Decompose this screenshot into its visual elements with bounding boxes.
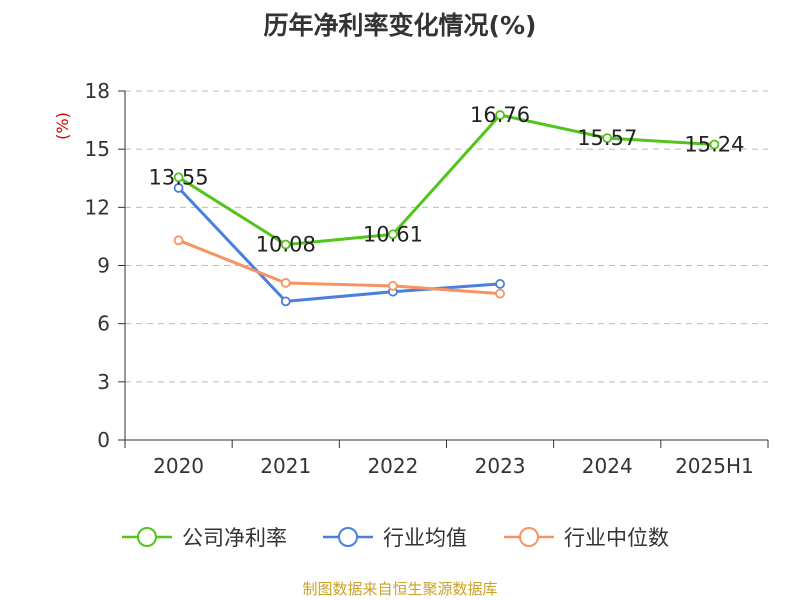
y-tick-label: 0 <box>97 428 110 452</box>
series-2-point <box>388 280 398 291</box>
series-0-point <box>602 133 613 144</box>
series-0-point <box>280 239 291 250</box>
series-line-1 <box>177 186 501 303</box>
x-tick-label: 2020 <box>153 454 204 478</box>
legend: 公司净利率 行业均值 行业中位数 <box>122 526 669 550</box>
y-tick-label: 9 <box>97 254 110 278</box>
data-label: 15.24 <box>684 133 744 157</box>
series-0-point <box>495 110 505 120</box>
series-1-point <box>173 183 184 193</box>
series-2-point <box>173 235 184 246</box>
y-tick-label: 3 <box>97 370 110 394</box>
x-tick-label: 2021 <box>260 454 311 478</box>
y-tick-label: 12 <box>85 195 110 219</box>
x-tick-label: 2022 <box>367 454 418 478</box>
y-tick-label: 18 <box>85 79 110 103</box>
legend-marker-1 <box>338 527 358 547</box>
legend-marker-2 <box>519 527 539 547</box>
legend-label-2: 行业中位数 <box>564 526 669 550</box>
series-1-point <box>495 279 505 289</box>
series-2-point <box>280 278 291 288</box>
chart-title: 历年净利率变化情况(%) <box>263 11 537 40</box>
data-labels: 13.55 10.08 10.61 16.76 15.57 15.24 <box>149 103 745 257</box>
legend-label-0: 公司净利率 <box>182 526 287 550</box>
data-label: 10.61 <box>363 222 423 246</box>
y-tick-label: 15 <box>85 137 110 161</box>
x-tick-label: 2024 <box>582 454 633 478</box>
series-lines <box>173 110 720 307</box>
legend-marker-0 <box>137 527 157 547</box>
data-label: 15.57 <box>577 126 637 150</box>
data-label: 16.76 <box>470 103 530 127</box>
x-tick-label: 2023 <box>475 454 526 478</box>
data-source-note: 制图数据来自恒生聚源数据库 <box>302 580 498 598</box>
y-axis-unit-label: (%) <box>53 112 72 140</box>
data-label: 13.55 <box>149 165 209 189</box>
legend-label-1: 行业均值 <box>383 526 467 550</box>
series-line-2 <box>178 238 501 296</box>
series-1-point <box>280 296 291 307</box>
axes: 0 3 6 9 12 15 18 (%) 2020 2021 2022 2023 2024 2025H1 <box>53 79 769 478</box>
series-2-point <box>495 288 505 299</box>
grid-lines <box>125 90 768 383</box>
x-tick-label: 2025H1 <box>675 454 754 478</box>
y-tick-label: 6 <box>97 312 110 336</box>
series-0-point <box>388 229 398 240</box>
series-line-0 <box>177 113 715 247</box>
data-label: 10.08 <box>256 233 316 257</box>
series-0-point <box>709 139 720 150</box>
series-0-point <box>173 172 184 183</box>
